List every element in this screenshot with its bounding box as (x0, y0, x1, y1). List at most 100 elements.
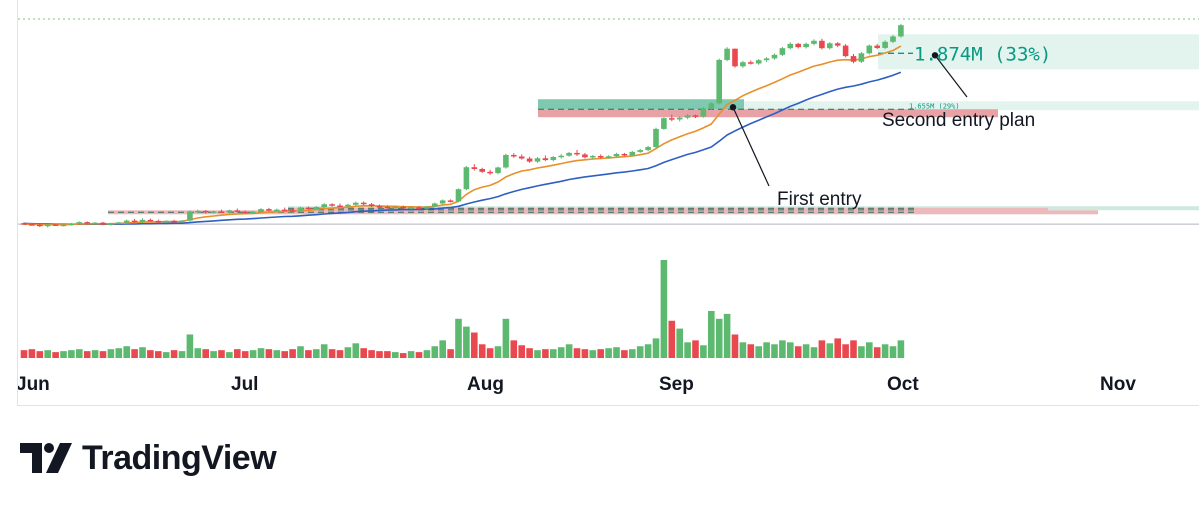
volume-bar (147, 350, 154, 358)
candle-body (360, 202, 367, 205)
candle-body (637, 150, 643, 152)
chart-area[interactable]: 1.874M (33%) 1.655M (29%) Second entry pla… (17, 0, 1199, 406)
candle-body (321, 204, 327, 208)
candle-body (218, 211, 225, 213)
axis-tick-sep: Sep (659, 374, 694, 395)
candle-body (716, 59, 722, 104)
candle-body (116, 222, 122, 224)
volume-bar (273, 350, 281, 358)
candle-body (487, 171, 493, 174)
second-position-label: 1.874M (33%) (914, 43, 1051, 65)
volume-bar (392, 352, 399, 358)
volume-bar (28, 349, 36, 358)
candle-body (629, 151, 636, 156)
time-axis: Jun Jul Aug Sep Oct Nov (18, 374, 1136, 395)
volume-bar (60, 351, 67, 358)
candle-body (258, 209, 264, 212)
volume-bar (407, 351, 415, 358)
candle-body (432, 203, 438, 207)
candle-body (52, 224, 59, 226)
volume-bar (858, 346, 865, 358)
volume-bar (210, 351, 217, 358)
ma-slow-line (23, 71, 902, 225)
volume-bar (802, 344, 810, 358)
axis-tick-nov: Nov (1100, 374, 1136, 395)
candle-body (779, 48, 786, 55)
volume-bar (502, 318, 510, 358)
volume-bar (826, 343, 834, 358)
volume-bar (455, 318, 462, 358)
candle-body (732, 48, 738, 67)
second-entry-pointer (934, 54, 968, 98)
volume-bar (202, 349, 209, 358)
candle-body (858, 53, 865, 62)
candle-body (613, 153, 620, 157)
volume-bar (889, 346, 897, 358)
volume-bar (431, 346, 439, 358)
candle-body (669, 118, 675, 120)
candle-body (866, 45, 873, 54)
candle-body (202, 210, 209, 213)
volume-bar (344, 347, 352, 358)
volume-bar (684, 342, 691, 358)
candle-body (195, 210, 201, 213)
candle-body (550, 157, 557, 161)
volume-bar (723, 313, 731, 358)
candle-body (147, 219, 154, 222)
candle-body (234, 210, 241, 212)
candle-body (305, 207, 312, 210)
volume-bar (313, 349, 320, 358)
candle-body (392, 206, 399, 209)
candle-body (226, 210, 233, 213)
candle-body (266, 209, 272, 211)
volume-bar (873, 347, 881, 358)
volume-bar (652, 338, 660, 358)
volume-bar (636, 346, 644, 358)
volume-bar (810, 347, 818, 358)
candle-body (29, 224, 35, 226)
volume-bar (573, 348, 581, 358)
volume-bar (557, 347, 565, 358)
candle-body (518, 156, 525, 159)
tradingview-logo[interactable]: TradingView (20, 436, 277, 480)
volume-bar (68, 350, 75, 358)
candle-body (590, 155, 596, 158)
volume-bar (692, 340, 699, 358)
volume-bar (328, 349, 336, 358)
volume-bar (866, 342, 873, 358)
candle-body (795, 43, 801, 48)
candle-body (376, 206, 383, 208)
axis-tick-oct: Oct (887, 374, 919, 395)
candle-body (874, 45, 880, 48)
candle-body (100, 222, 106, 225)
volume-bar (257, 348, 265, 358)
volume-bar (589, 350, 597, 358)
volume-bar (423, 350, 431, 358)
volume-bar (218, 350, 225, 358)
volume-bar (731, 334, 739, 358)
volume-bar (91, 350, 99, 358)
volume-bar (621, 350, 628, 358)
volume-bar (715, 318, 723, 358)
candle-body (882, 41, 888, 48)
candle-body (582, 154, 588, 158)
candle-body (384, 206, 391, 209)
second-entry-zone (878, 34, 1199, 70)
candle-body (353, 202, 359, 205)
volume-bar (478, 344, 486, 358)
volume-bar (131, 349, 138, 358)
volume-bar (534, 350, 541, 358)
candle-body (834, 43, 841, 46)
candle-body (84, 222, 90, 224)
candle-body (819, 40, 825, 49)
ma-fast-line (24, 45, 902, 226)
candle-body (242, 211, 248, 214)
candle-body (289, 210, 296, 212)
candle-body (463, 167, 470, 190)
second-entry-annotation: Second entry plan (882, 110, 1035, 131)
first-entry-target-zone (538, 99, 744, 110)
volume-bar (123, 346, 130, 358)
candle-body (708, 103, 715, 109)
volume-bar (139, 347, 146, 358)
volume-bar (297, 346, 304, 358)
